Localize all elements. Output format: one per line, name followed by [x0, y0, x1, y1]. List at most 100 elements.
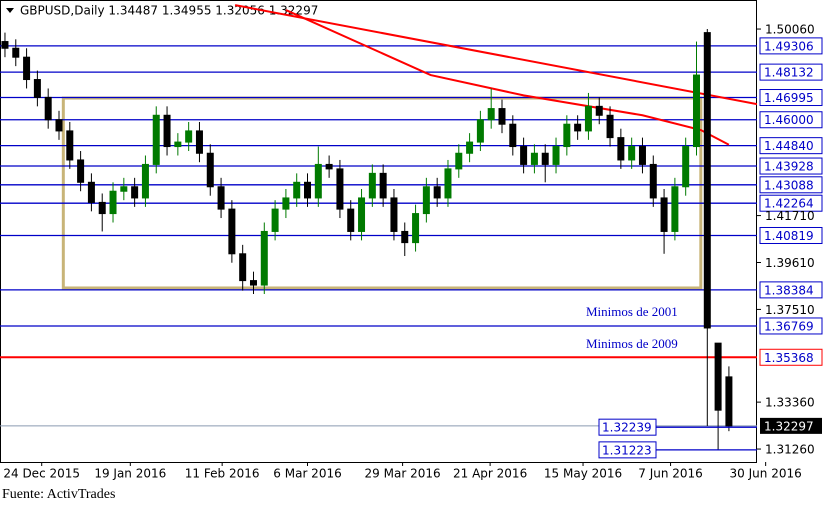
candle-body — [55, 119, 63, 132]
candle-body — [638, 146, 646, 165]
candle-body — [455, 152, 463, 170]
candle-body — [282, 197, 290, 210]
y-tick-label: 1.41710 — [765, 209, 815, 223]
candle-body — [498, 108, 506, 125]
y-tick-label: 1.33360 — [765, 396, 815, 410]
candle-body — [206, 152, 214, 188]
candle-body — [660, 197, 668, 232]
level-label: 1.43088 — [764, 178, 814, 192]
x-tick-label: 29 Mar 2016 — [365, 467, 441, 481]
level-box — [759, 176, 823, 194]
level-label: 1.44840 — [764, 139, 814, 153]
level-label: 1.42264 — [764, 197, 814, 211]
menu-arrow — [6, 8, 14, 13]
candle-body — [260, 230, 268, 286]
candle-body — [390, 197, 398, 232]
annotation: Minimos de 2009 — [586, 336, 678, 351]
moving-average — [234, 4, 757, 106]
candle-body — [87, 181, 95, 203]
candle-body — [23, 56, 31, 81]
source: Fuente: ActivTrades — [2, 487, 115, 502]
level-label: 1.46000 — [764, 113, 814, 127]
x-tick-label: 21 Apr 2016 — [453, 467, 527, 481]
candle-body — [77, 159, 85, 183]
candle-body — [12, 47, 20, 58]
level-box — [598, 418, 657, 436]
candle-body — [98, 201, 106, 215]
level-label: 1.36769 — [764, 319, 814, 333]
level-label: 1.43928 — [764, 160, 814, 174]
candle-body — [293, 181, 301, 199]
candle-body — [552, 146, 560, 165]
annotation: Minimos de 2001 — [586, 304, 678, 319]
level-box — [759, 89, 823, 107]
candle-body — [509, 123, 517, 148]
y-tick-label: 1.50060 — [765, 23, 815, 37]
candle-body — [163, 114, 171, 148]
level-label: 1.40819 — [764, 229, 814, 243]
x-tick-label: 30 Jun 2016 — [730, 467, 802, 481]
candle-body — [120, 186, 128, 192]
candle-body — [530, 152, 538, 165]
candle-body — [606, 114, 614, 139]
candle-body — [217, 186, 225, 210]
y-tick-label: 1.39610 — [765, 256, 815, 270]
level-box — [759, 111, 823, 129]
candle-body — [563, 123, 571, 148]
candle-body — [44, 96, 52, 121]
candle-body — [271, 208, 279, 232]
candle-body — [358, 197, 366, 232]
candle-body — [487, 108, 495, 121]
candle-body — [141, 163, 149, 199]
candle-body — [584, 105, 592, 132]
candle-body — [649, 163, 657, 199]
level-label: 1.32239 — [602, 421, 652, 435]
candle-body — [325, 163, 333, 170]
candle-body — [422, 186, 430, 215]
y-tick-label: 1.31260 — [765, 443, 815, 457]
plot-frame — [0, 0, 757, 463]
y-tick-label: 1.37510 — [765, 303, 815, 317]
level-label: 1.38384 — [764, 283, 814, 297]
candle-body — [401, 230, 409, 244]
level-box — [759, 157, 823, 175]
level-label: 1.35368 — [764, 351, 814, 365]
level-label: 1.48132 — [764, 66, 814, 80]
candle-body — [628, 146, 636, 161]
level-box — [759, 137, 823, 155]
candle-body — [433, 186, 441, 199]
candle-body — [703, 32, 711, 329]
candle-body — [249, 280, 257, 286]
level-label: 1.49306 — [764, 39, 814, 53]
candle-body — [66, 130, 74, 161]
candle-body — [520, 146, 528, 165]
level-box — [759, 348, 823, 366]
candle-body — [617, 137, 625, 161]
candle-body — [692, 74, 700, 148]
candle-body — [174, 141, 182, 148]
candle-body — [725, 376, 733, 427]
x-tick-label: 15 May 2016 — [544, 467, 622, 481]
candle-body — [347, 208, 355, 232]
candle-body — [368, 172, 376, 199]
candle-body — [1, 41, 9, 49]
candle-body — [671, 186, 679, 232]
level-box — [759, 194, 823, 212]
plot — [0, 4, 757, 450]
candle-body — [466, 141, 474, 154]
x-tick-label: 24 Dec 2015 — [3, 467, 80, 481]
candle-body — [195, 130, 203, 154]
x-tick-label: 7 Jun 2016 — [638, 467, 703, 481]
level-box — [759, 317, 823, 335]
candle-body — [336, 168, 344, 210]
level-label: 1.31223 — [602, 443, 652, 457]
candle-body — [412, 213, 420, 244]
candle-body — [476, 119, 484, 143]
candle-body — [595, 105, 603, 116]
level-box — [759, 37, 823, 55]
candle-body — [131, 186, 139, 199]
candle-body — [574, 123, 582, 132]
candle-body — [109, 190, 117, 215]
candle-body — [714, 342, 722, 411]
